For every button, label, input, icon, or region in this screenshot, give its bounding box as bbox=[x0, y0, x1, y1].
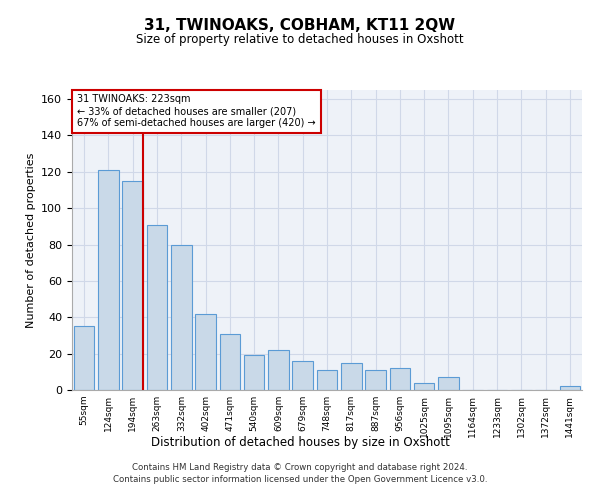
Bar bbox=[74, 326, 94, 390]
Bar bbox=[220, 334, 240, 390]
Bar bbox=[98, 170, 119, 390]
Bar bbox=[244, 356, 265, 390]
Bar bbox=[389, 368, 410, 390]
Bar bbox=[268, 350, 289, 390]
Text: 31 TWINOAKS: 223sqm
← 33% of detached houses are smaller (207)
67% of semi-detac: 31 TWINOAKS: 223sqm ← 33% of detached ho… bbox=[77, 94, 316, 128]
Bar bbox=[341, 362, 362, 390]
Bar bbox=[414, 382, 434, 390]
Bar bbox=[365, 370, 386, 390]
Y-axis label: Number of detached properties: Number of detached properties bbox=[26, 152, 35, 328]
Text: Distribution of detached houses by size in Oxshott: Distribution of detached houses by size … bbox=[151, 436, 449, 449]
Bar bbox=[146, 224, 167, 390]
Bar bbox=[195, 314, 216, 390]
Text: Contains public sector information licensed under the Open Government Licence v3: Contains public sector information licen… bbox=[113, 475, 487, 484]
Bar bbox=[438, 378, 459, 390]
Text: 31, TWINOAKS, COBHAM, KT11 2QW: 31, TWINOAKS, COBHAM, KT11 2QW bbox=[145, 18, 455, 32]
Bar bbox=[317, 370, 337, 390]
Bar bbox=[122, 181, 143, 390]
Text: Contains HM Land Registry data © Crown copyright and database right 2024.: Contains HM Land Registry data © Crown c… bbox=[132, 464, 468, 472]
Bar bbox=[292, 361, 313, 390]
Bar bbox=[560, 386, 580, 390]
Bar bbox=[171, 244, 191, 390]
Text: Size of property relative to detached houses in Oxshott: Size of property relative to detached ho… bbox=[136, 32, 464, 46]
